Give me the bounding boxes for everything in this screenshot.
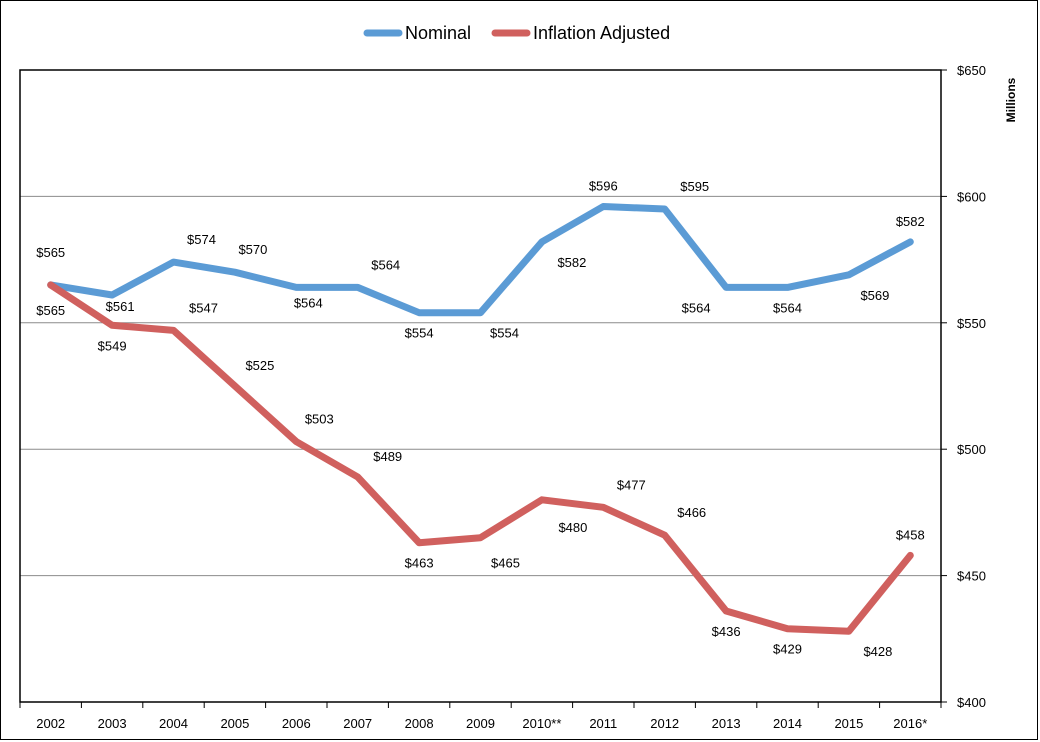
- x-tick-label: 2007: [343, 716, 372, 731]
- y-tick-label: $550: [957, 316, 986, 331]
- data-label: $458: [896, 527, 925, 542]
- data-label: $465: [491, 556, 520, 571]
- x-tick-label: 2013: [712, 716, 741, 731]
- data-label: $564: [294, 295, 323, 310]
- data-label: $582: [896, 214, 925, 229]
- x-tick-label: 2005: [220, 716, 249, 731]
- x-tick-label: 2002: [36, 716, 65, 731]
- data-label: $595: [680, 179, 709, 194]
- data-label: $428: [863, 644, 892, 659]
- data-label: $596: [589, 179, 618, 194]
- data-label: $564: [773, 300, 802, 315]
- series-lines: [47, 203, 914, 635]
- legend-label: Inflation Adjusted: [533, 23, 670, 43]
- y-tick-label: $400: [957, 695, 986, 710]
- gridlines: [20, 195, 941, 577]
- x-tick-label: 2006: [282, 716, 311, 731]
- data-label: $480: [558, 520, 587, 535]
- x-tick-label: 2011: [589, 716, 617, 731]
- plot-area: [19, 69, 942, 703]
- data-label: $565: [36, 303, 65, 318]
- data-label: $554: [490, 326, 519, 341]
- data-label: $429: [773, 642, 802, 657]
- x-axis: 2002 2003 2004 2005 2006 2007 2008 2009 2010** 20…: [19, 702, 942, 731]
- y-tick-label: $450: [957, 569, 986, 584]
- y-tick-label: $600: [957, 189, 986, 204]
- y-axis-label: Millions: [1004, 77, 1018, 122]
- x-tick-label: 2014: [773, 716, 802, 731]
- data-label: $466: [677, 505, 706, 520]
- data-label: $564: [682, 300, 711, 315]
- x-tick-label: 2012: [650, 716, 679, 731]
- x-tick-label: 2008: [405, 716, 434, 731]
- data-label: $561: [106, 299, 135, 314]
- series-line-nominal: [47, 203, 914, 317]
- data-label: $436: [712, 624, 741, 639]
- x-tick-label: 2003: [98, 716, 127, 731]
- data-label: $463: [405, 556, 434, 571]
- data-label: $582: [557, 255, 586, 270]
- legend-label: Nominal: [405, 23, 471, 43]
- data-label: $564: [371, 257, 400, 272]
- y-tick-label: $500: [957, 442, 986, 457]
- x-tick-label: 2004: [159, 716, 188, 731]
- x-tick-label: 2009: [466, 716, 495, 731]
- y-tick-label: $650: [957, 63, 986, 78]
- data-label: $569: [860, 288, 889, 303]
- data-label: $489: [373, 449, 402, 464]
- data-label: $554: [405, 326, 434, 341]
- data-label: $477: [617, 477, 646, 492]
- data-label: $574: [187, 232, 216, 247]
- series-line-inflation-adjusted: [47, 281, 914, 635]
- data-label: $565: [36, 245, 65, 260]
- legend: Nominal Inflation Adjusted: [363, 23, 670, 43]
- x-tick-label: 2016*: [893, 716, 927, 731]
- x-tick-label: 2015: [834, 716, 863, 731]
- data-label: $549: [98, 338, 127, 353]
- data-label: $525: [245, 358, 274, 373]
- x-tick-label: 2010**: [522, 716, 561, 731]
- data-label: $503: [305, 412, 334, 427]
- data-label: $570: [238, 242, 267, 257]
- data-label: $547: [189, 300, 218, 315]
- data-labels: $565 $561 $574 $570 $564 $564 $554 $554 $582 $596…: [36, 179, 925, 660]
- y-axis: $400 $450 $500 $550 $600 $650: [941, 63, 986, 710]
